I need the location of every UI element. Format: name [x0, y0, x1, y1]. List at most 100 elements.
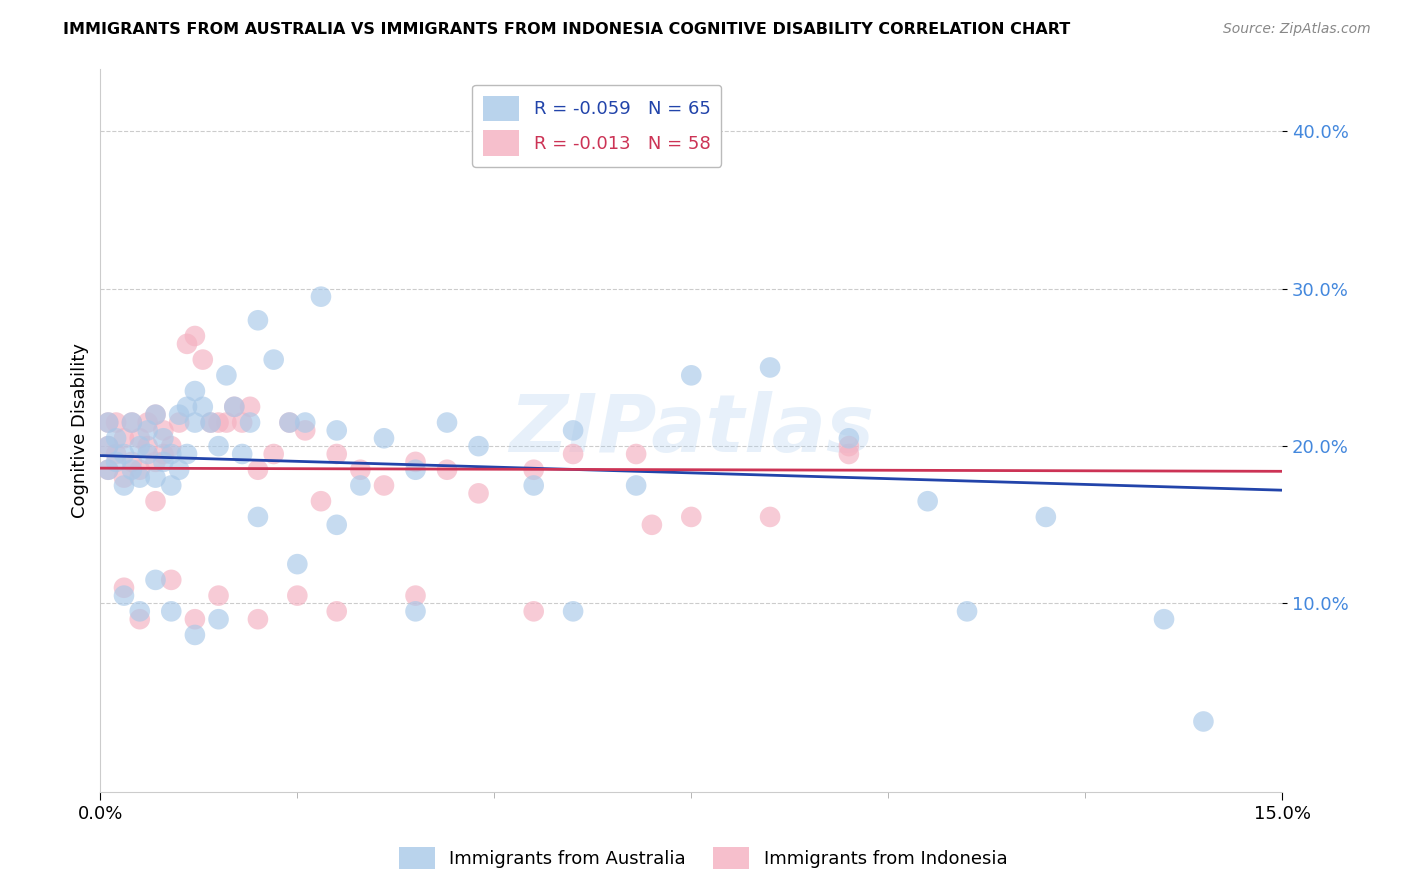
Point	[224, 400, 246, 414]
Point	[207, 612, 229, 626]
Point	[759, 360, 782, 375]
Point	[145, 408, 167, 422]
Point	[128, 470, 150, 484]
Point	[200, 416, 222, 430]
Point	[97, 416, 120, 430]
Point	[128, 463, 150, 477]
Point	[523, 604, 546, 618]
Point	[641, 517, 664, 532]
Point	[523, 463, 546, 477]
Point	[207, 439, 229, 453]
Point	[176, 400, 198, 414]
Point	[184, 329, 207, 343]
Point	[562, 447, 585, 461]
Point	[467, 486, 489, 500]
Point	[191, 352, 214, 367]
Point	[145, 470, 167, 484]
Point	[405, 463, 427, 477]
Point	[207, 589, 229, 603]
Point	[145, 455, 167, 469]
Point	[373, 478, 395, 492]
Point	[121, 463, 143, 477]
Legend: Immigrants from Australia, Immigrants from Indonesia: Immigrants from Australia, Immigrants fr…	[391, 839, 1015, 876]
Point	[294, 424, 316, 438]
Point	[278, 416, 301, 430]
Point	[105, 431, 128, 445]
Point	[309, 494, 332, 508]
Point	[97, 416, 120, 430]
Point	[285, 557, 308, 571]
Point	[523, 478, 546, 492]
Point	[200, 416, 222, 430]
Point	[97, 439, 120, 453]
Point	[128, 431, 150, 445]
Point	[136, 447, 159, 461]
Point	[405, 589, 427, 603]
Point	[239, 416, 262, 430]
Point	[224, 400, 246, 414]
Point	[97, 439, 120, 453]
Point	[624, 478, 647, 492]
Point	[112, 447, 135, 461]
Point	[294, 416, 316, 430]
Point	[191, 400, 214, 414]
Point	[263, 352, 285, 367]
Point	[160, 573, 183, 587]
Point	[136, 424, 159, 438]
Point	[759, 510, 782, 524]
Point	[128, 612, 150, 626]
Point	[349, 463, 371, 477]
Point	[128, 604, 150, 618]
Point	[121, 416, 143, 430]
Point	[128, 439, 150, 453]
Point	[184, 628, 207, 642]
Text: ZIPatlas: ZIPatlas	[509, 392, 873, 469]
Point	[97, 463, 120, 477]
Point	[145, 494, 167, 508]
Point	[105, 455, 128, 469]
Point	[112, 431, 135, 445]
Point	[246, 463, 269, 477]
Point	[467, 439, 489, 453]
Point	[624, 447, 647, 461]
Point	[1035, 510, 1057, 524]
Y-axis label: Cognitive Disability: Cognitive Disability	[72, 343, 89, 518]
Point	[231, 447, 253, 461]
Point	[325, 517, 347, 532]
Point	[152, 455, 174, 469]
Point	[121, 416, 143, 430]
Point	[349, 478, 371, 492]
Point	[956, 604, 979, 618]
Point	[160, 478, 183, 492]
Point	[176, 447, 198, 461]
Point	[152, 424, 174, 438]
Point	[160, 447, 183, 461]
Point	[278, 416, 301, 430]
Point	[246, 510, 269, 524]
Point	[263, 447, 285, 461]
Point	[246, 313, 269, 327]
Point	[838, 447, 860, 461]
Point	[176, 336, 198, 351]
Point	[145, 408, 167, 422]
Point	[231, 416, 253, 430]
Point	[167, 463, 190, 477]
Point	[681, 510, 703, 524]
Point	[215, 368, 238, 383]
Point	[112, 470, 135, 484]
Text: IMMIGRANTS FROM AUSTRALIA VS IMMIGRANTS FROM INDONESIA COGNITIVE DISABILITY CORR: IMMIGRANTS FROM AUSTRALIA VS IMMIGRANTS …	[63, 22, 1070, 37]
Point	[160, 439, 183, 453]
Point	[112, 478, 135, 492]
Point	[167, 416, 190, 430]
Point	[562, 424, 585, 438]
Point	[152, 447, 174, 461]
Point	[184, 416, 207, 430]
Point	[145, 573, 167, 587]
Point	[436, 463, 458, 477]
Point	[838, 439, 860, 453]
Point	[405, 455, 427, 469]
Point	[152, 431, 174, 445]
Point	[105, 447, 128, 461]
Point	[436, 416, 458, 430]
Point	[112, 581, 135, 595]
